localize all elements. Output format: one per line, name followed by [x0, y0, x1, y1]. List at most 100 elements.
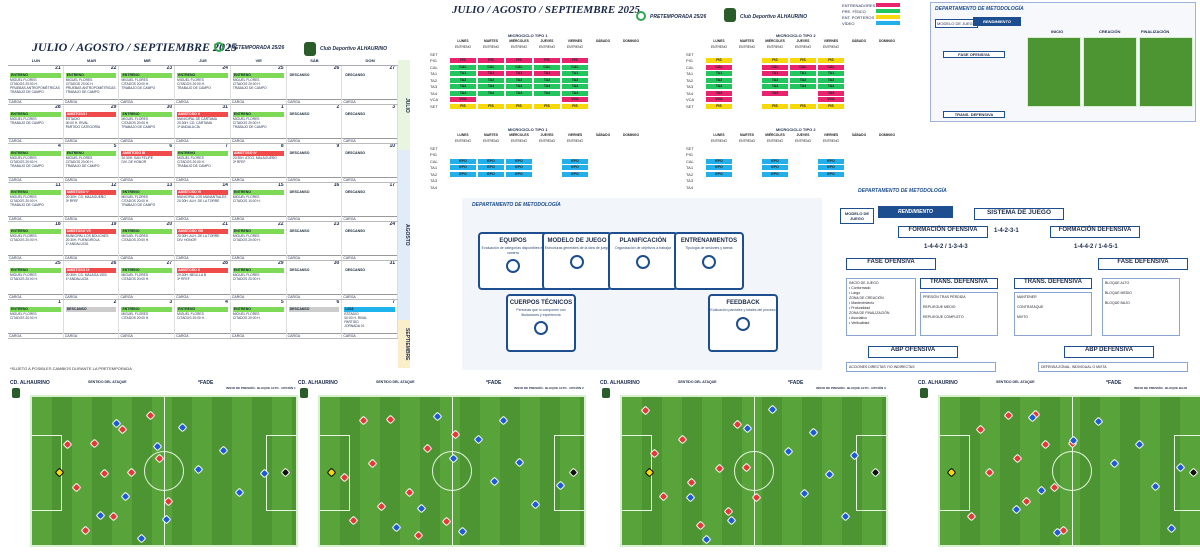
calendar-day[interactable]: 8 AMISTOSO IV 20:30H. ATCO. MALAGUEÑO 3ª R…: [230, 144, 287, 182]
day-activity: ENTRENO: [121, 307, 173, 312]
day-carga: CARGA: [175, 294, 230, 299]
calendar-day[interactable]: 20 ENTRENO MIGUEL FLORES CITADOS 20:00 H. C…: [119, 222, 176, 260]
micro-row-label: TA3: [430, 178, 438, 184]
player-rival-icon: [234, 487, 245, 498]
calendar-day[interactable]: 3 ENTRENO MIGUEL FLORES CITADOS 20:00 H. CA…: [119, 300, 176, 338]
micro-cell: [790, 185, 816, 190]
micro-row: TA2 EPO EPO EPO EPO: [430, 171, 646, 178]
player-rival-icon: [1134, 439, 1145, 450]
day-activity: ENTRENO: [10, 229, 61, 234]
micro-cell: FIS: [818, 103, 844, 109]
calendar-day[interactable]: 10 DESCANSO CARGA: [342, 144, 399, 182]
micro-row: CAL EPO EPO EPO: [686, 158, 902, 165]
calendar-day[interactable]: 21 AMISTOSO VIII 20:30H. ALH. DE LA TORRE …: [175, 222, 231, 260]
micro-row: SET: [686, 145, 902, 152]
calendar-day[interactable]: 16 DESCANSO CARGA: [286, 183, 343, 221]
micro-row: TA1 EPO EPO EPO EPO: [430, 165, 646, 172]
calendar-day[interactable]: 1 ENTRENO MIGUEL FLORES CITADOS 20:00 H. T…: [230, 105, 287, 143]
micro-cell: [846, 165, 872, 170]
player-home-icon: [441, 516, 452, 527]
micro-cell: TA2: [762, 77, 788, 83]
micro-cell: TA3: [706, 84, 732, 90]
micro-cell: EPO: [818, 171, 844, 177]
day-details: MIGUEL FLORES CITADOS 20:00 H. TRABAJO D…: [121, 78, 156, 90]
player-rival-icon: [1036, 485, 1047, 496]
micro-row-label: PIG: [686, 152, 693, 158]
micro-entreno-label: ENTRENO: [482, 45, 500, 50]
calendar-day[interactable]: 22 ENTRENO MIGUEL FLORES CITADOS 20:00 H. …: [63, 66, 120, 104]
micro-cell: [734, 97, 760, 102]
calendar-day[interactable]: 14 AMISTOSO VI MUNICIPAL LOS MANANTIALES 2…: [175, 183, 231, 221]
calendar-day[interactable]: 1 ENTRENO MIGUEL FLORES CITADOS 20:00 H. CA…: [8, 300, 64, 338]
micro-day-name: JUEVES: [796, 132, 810, 137]
calendar-day[interactable]: 24 DESCANSO CARGA: [342, 222, 399, 260]
player-home-icon: [1040, 439, 1051, 450]
calendar-day[interactable]: 23 DESCANSO CARGA: [286, 222, 343, 260]
day-details: MIGUEL FLORES CITADOS 20:00 H.: [177, 312, 205, 320]
calendar-day[interactable]: 3 DESCANSO CARGA: [342, 105, 399, 143]
calendar-day[interactable]: 28 AMISTOSO X 20:30H. MELILLA B 3ª RFEF CAR…: [175, 261, 231, 299]
day-carga: CARGA: [175, 99, 230, 104]
day-number: 30: [166, 105, 173, 110]
day-carga: CARGA: [286, 138, 342, 143]
calendar-day[interactable]: 18 ENTRENO MIGUEL FLORES CITADOS 20:00 H. C…: [8, 222, 64, 260]
pitch-club-label: CD. ALHAURINO: [10, 380, 50, 386]
calendar-day[interactable]: 5 ENTRENO MIGUEL FLORES CITADOS 20:00 H. T…: [63, 144, 120, 182]
calendar-day[interactable]: 25 ENTRENO MIGUEL FLORES CITADOS 20:00 H. …: [230, 66, 287, 104]
micro-entreno-label: ENTRENO: [538, 45, 556, 50]
calendar-day[interactable]: 17 DESCANSO CARGA: [342, 183, 399, 221]
calendar-day[interactable]: 27 DESCANSO CARGA: [342, 66, 399, 104]
day-number: 23: [166, 66, 173, 71]
micro-day-name: VIERNES: [823, 38, 839, 43]
calendar-day[interactable]: 7 ENTRENO MIGUEL FLORES CITADOS 20:00 H. T…: [175, 144, 231, 182]
calendar-day[interactable]: 4 ENTRENO MIGUEL FLORES CITADOS 20:00 H. CA…: [175, 300, 231, 338]
micro-row: TA3 TA3 TA3 TA3 TA3 TA3: [430, 84, 646, 91]
calendar-day[interactable]: 23 ENTRENO MIGUEL FLORES CITADOS 20:00 H. …: [119, 66, 176, 104]
calendar-day[interactable]: 19 AMISTOSO VII MUNICIPAL LOS BOLICHES 20:…: [63, 222, 120, 260]
calendar-day[interactable]: 31 DESCANSO CARGA: [342, 261, 399, 299]
calendar-day[interactable]: 4 ENTRENO MIGUEL FLORES CITADOS 20:00 H. T…: [8, 144, 64, 182]
calendar-day[interactable]: 31 AMISTOSO II MUNICIPAL DE CÁRTAMA 20:30H…: [175, 105, 231, 143]
calendar-day[interactable]: 28 ENTRENO MIGUEL FLORES TRABAJO DE CAMPO C…: [8, 105, 64, 143]
calendar-day[interactable]: 29 ENTRENO MIGUEL FLORES CITADOS 20:00 H. C…: [230, 261, 287, 299]
micro-row-label: TA2: [686, 77, 694, 83]
calendar-day[interactable]: 24 ENTRENO MIGUEL FLORES CITADOS 20:00 H. …: [175, 66, 231, 104]
calendar-day[interactable]: 5 ENTRENO MIGUEL FLORES CITADOS 20:00 H. CA…: [230, 300, 287, 338]
micro-cell: [534, 185, 560, 190]
calendar-title: JULIO / AGOSTO / SEPTIEMBRE 2025: [32, 40, 238, 54]
calendar-day[interactable]: 25 ENTRENO MIGUEL FLORES CITADOS 20:00 H. C…: [8, 261, 64, 299]
day-activity: AMISTOSO VIII: [177, 229, 228, 234]
day-number: 13: [166, 183, 173, 188]
micro-cell: FIS: [706, 58, 732, 64]
calendar-day[interactable]: 6 AMISTOSO III 20:30H. SAN FELIPE DIV. DE …: [119, 144, 176, 182]
trans-defensiva-right-2: TRANS. DEFENSIVA: [1014, 278, 1092, 289]
calendar-day[interactable]: 27 ENTRENO MIGUEL FLORES CITADOS 20:00 H. C…: [119, 261, 176, 299]
day-activity: AMISTOSO X: [177, 268, 228, 273]
day-activity: DESCANSO: [345, 73, 366, 77]
day-details: MIGUEL FLORES CITADOS 20:00 H. TRABAJO D…: [121, 117, 156, 129]
calendar-day[interactable]: 9 DESCANSO CARGA: [286, 144, 343, 182]
calendar-day[interactable]: 22 ENTRENO MIGUEL FLORES CITADOS 20:00 H. C…: [230, 222, 287, 260]
day-details: MIGUEL FLORES CITADOS 20:00 H.: [10, 273, 38, 281]
calendar-day[interactable]: 15 ENTRENO MIGUEL FLORES CITADOS 10:00 H. C…: [230, 183, 287, 221]
calendar-day[interactable]: 13 ENTRENO MIGUEL FLORES CITADOS 20:00 H. …: [119, 183, 176, 221]
calendar-day[interactable]: 26 AMISTOSO IX 20:30H. CD. MÁLAGA 1903 1ª …: [63, 261, 120, 299]
calendar-day[interactable]: 21 ENTRENO MIGUEL FLORES CITADOS 20:00 H. …: [8, 66, 64, 104]
micro-day-name: MIÉRCOLES: [765, 132, 785, 137]
micro-cell: [846, 65, 872, 70]
calendar-day[interactable]: 7 LIGA ESTADIO 00:00 H. RIVAL PARTIDO JORN…: [342, 300, 399, 338]
calendar-day[interactable]: 6 DESCANSO CARGA: [286, 300, 343, 338]
day-details: ESTADIO 00:00 H. RIVAL PARTIDO CATEGORÍA: [65, 117, 101, 129]
calendar-day[interactable]: 29 AMISTOSO I ESTADIO 00:00 H. RIVAL PARTI…: [63, 105, 120, 143]
calendar-day[interactable]: 30 DESCANSO CARGA: [286, 261, 343, 299]
calendar-day[interactable]: 2 DESCANSO CARGA: [63, 300, 120, 338]
calendar-day[interactable]: 30 ENTRENO MIGUEL FLORES CITADOS 20:00 H. …: [119, 105, 176, 143]
calendar-day[interactable]: 12 AMISTOSO V 20:30H. CD. MALAGUEÑO 3ª RFE…: [63, 183, 120, 221]
micro-cell: [762, 152, 788, 157]
calendar-day[interactable]: 26 DESCANSO CARGA: [286, 66, 343, 104]
calendar-day[interactable]: 11 ENTRENO MIGUEL FLORES CITADOS 20:00 H. …: [8, 183, 64, 221]
day-activity: ENTRENO: [10, 151, 61, 156]
fase-ofensiva-top: FASE OFENSIVA: [943, 51, 1005, 58]
micro-cell: [846, 91, 872, 96]
calendar-day[interactable]: 2 DESCANSO CARGA: [286, 105, 343, 143]
